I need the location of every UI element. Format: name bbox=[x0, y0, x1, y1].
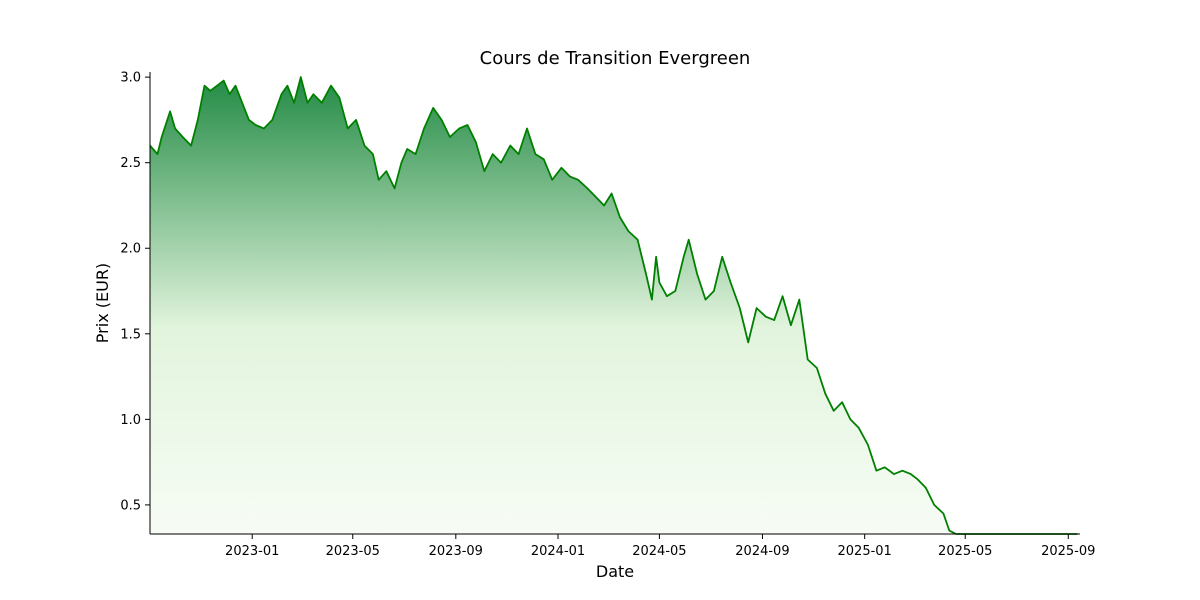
y-tick-label: 3.0 bbox=[120, 71, 141, 86]
y-tick-label: 0.5 bbox=[120, 498, 141, 513]
price-line bbox=[149, 76, 1078, 535]
x-tick-label: 2025-05 bbox=[938, 544, 992, 559]
x-tick-label: 2024-05 bbox=[632, 544, 686, 559]
y-tick-label: 1.5 bbox=[120, 327, 141, 342]
y-axis-label: Prix (EUR) bbox=[93, 263, 112, 343]
x-tick-label: 2023-01 bbox=[225, 544, 279, 559]
y-tick-label: 2.5 bbox=[120, 156, 141, 171]
x-tick-label: 2025-09 bbox=[1041, 544, 1095, 559]
x-tick-label: 2025-01 bbox=[838, 544, 892, 559]
x-tick-label: 2024-09 bbox=[735, 544, 789, 559]
plot-area bbox=[149, 76, 1078, 535]
x-ticks: 2023-01 2023-05 2023-09 2024-01 2024-05 2024-… bbox=[225, 534, 1095, 559]
x-tick-label: 2023-09 bbox=[429, 544, 483, 559]
chart-title: Cours de Transition Evergreen bbox=[480, 48, 751, 69]
x-axis-label: Date bbox=[596, 562, 634, 581]
x-tick-label: 2023-05 bbox=[326, 544, 380, 559]
y-tick-label: 2.0 bbox=[120, 242, 141, 257]
y-tick-label: 1.0 bbox=[120, 413, 141, 428]
price-area-fill bbox=[150, 77, 1078, 534]
y-ticks: 0.5 1.0 1.5 2.0 2.5 3.0 bbox=[120, 71, 150, 513]
x-tick-label: 2024-01 bbox=[531, 544, 585, 559]
